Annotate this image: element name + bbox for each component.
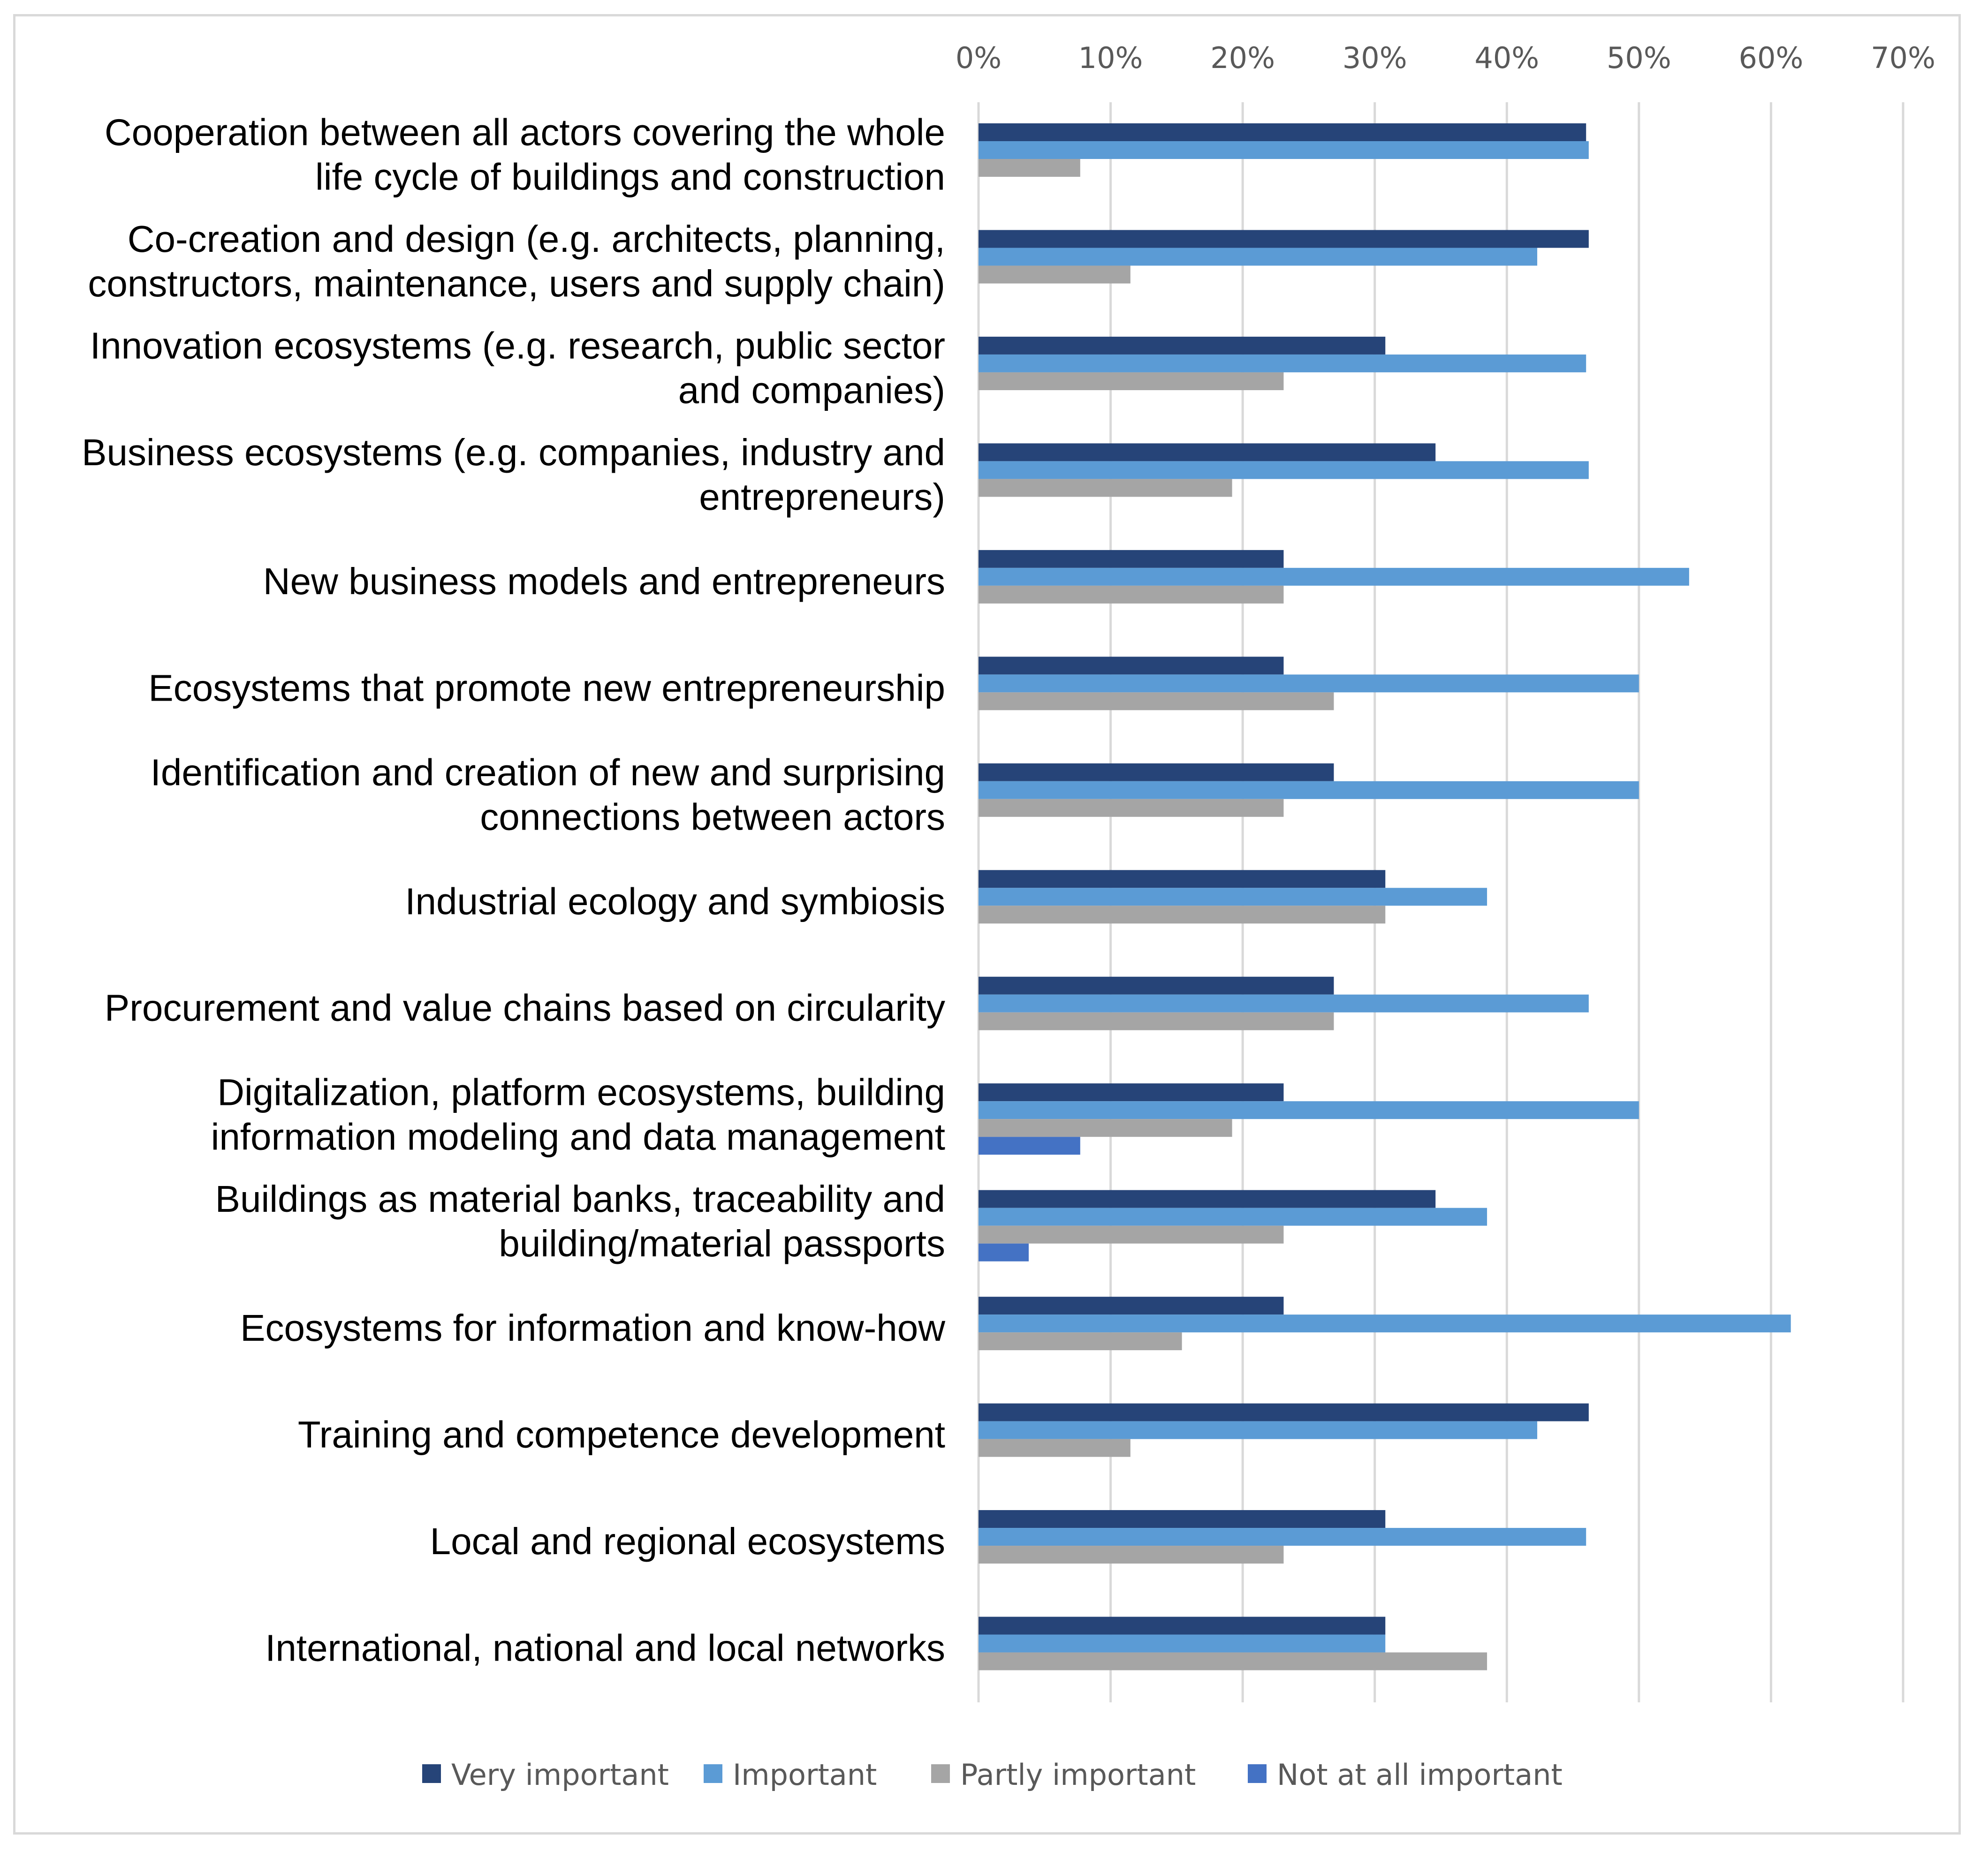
category-label: entrepreneurs) <box>699 476 945 518</box>
bar <box>979 123 1586 141</box>
x-tick-label: 10% <box>1078 41 1143 75</box>
legend-swatch[interactable] <box>704 1764 722 1783</box>
bar <box>979 265 1131 284</box>
x-tick-label: 70% <box>1871 41 1935 75</box>
category-label: Buildings as material banks, traceabilit… <box>215 1178 945 1220</box>
category-label: Identification and creation of new and s… <box>151 751 945 793</box>
category-label: building/material passports <box>499 1223 945 1264</box>
x-tick-label: 50% <box>1607 41 1671 75</box>
bar <box>979 1332 1182 1351</box>
bar <box>979 906 1386 924</box>
bar <box>979 1190 1436 1208</box>
bar <box>979 1510 1386 1528</box>
category-label: Innovation ecosystems (e.g. research, pu… <box>90 325 945 366</box>
bar <box>979 1012 1334 1030</box>
category-label: Digitalization, platform ecosystems, bui… <box>217 1072 945 1113</box>
bar <box>979 159 1080 177</box>
bar <box>979 1208 1487 1226</box>
bar <box>979 550 1284 568</box>
category-label: New business models and entrepreneurs <box>263 560 945 602</box>
category-label: information modeling and data management <box>211 1116 945 1158</box>
bar <box>979 1137 1080 1155</box>
category-label: connections between actors <box>480 796 945 838</box>
bar <box>979 674 1639 693</box>
bar <box>979 1083 1284 1102</box>
bar <box>979 336 1386 355</box>
legend[interactable]: Very important Important Partly important N… <box>422 1758 1563 1792</box>
category-label: Co-creation and design (e.g. architects,… <box>128 218 945 260</box>
bar <box>979 372 1284 390</box>
bar <box>979 585 1284 604</box>
bar <box>979 1297 1284 1315</box>
legend-swatch[interactable] <box>422 1764 441 1783</box>
bar <box>979 1101 1639 1119</box>
x-tick-label: 40% <box>1474 41 1539 75</box>
bar <box>979 230 1589 248</box>
bar <box>979 657 1284 675</box>
bar <box>979 799 1284 817</box>
legend-label[interactable]: Very important <box>451 1758 669 1792</box>
bar <box>979 354 1586 372</box>
category-label: Business ecosystems (e.g. companies, ind… <box>82 431 945 473</box>
bar <box>979 1617 1386 1635</box>
x-tick-label: 30% <box>1343 41 1407 75</box>
bar <box>979 1403 1589 1421</box>
legend-label[interactable]: Important <box>733 1758 877 1792</box>
category-label: Training and competence development <box>298 1414 945 1456</box>
bar <box>979 1652 1487 1670</box>
x-tick-label: 60% <box>1739 41 1804 75</box>
x-tick-label: 20% <box>1210 41 1275 75</box>
bar <box>979 870 1386 888</box>
x-axis-ticks: 0% 10% 20% 30% 40% 50% 60% 70% <box>956 41 1935 75</box>
bar <box>979 781 1639 799</box>
category-labels: Cooperation between all actors covering … <box>82 112 945 1669</box>
bar <box>979 1243 1029 1262</box>
bar <box>979 1421 1538 1439</box>
bar <box>979 1119 1232 1137</box>
bar <box>979 1225 1284 1244</box>
category-label: Ecosystems that promote new entrepreneur… <box>148 667 945 709</box>
category-label: Procurement and value chains based on ci… <box>105 987 945 1029</box>
bar <box>979 1315 1791 1333</box>
category-label: Cooperation between all actors covering … <box>105 112 945 153</box>
bar <box>979 1634 1386 1653</box>
bar <box>979 1528 1586 1546</box>
bar <box>979 443 1436 461</box>
legend-label[interactable]: Partly important <box>960 1758 1196 1792</box>
bar <box>979 763 1334 781</box>
category-label: constructors, maintenance, users and sup… <box>88 263 945 304</box>
bar <box>979 141 1589 159</box>
bars <box>979 123 1791 1670</box>
legend-swatch[interactable] <box>931 1764 950 1783</box>
bar <box>979 248 1538 266</box>
category-label: Ecosystems for information and know-how <box>240 1307 945 1349</box>
bar <box>979 994 1589 1012</box>
legend-swatch[interactable] <box>1248 1764 1267 1783</box>
bar <box>979 692 1334 710</box>
bar <box>979 976 1334 995</box>
legend-label[interactable]: Not at all important <box>1277 1758 1563 1792</box>
bar <box>979 1546 1284 1564</box>
category-label: Local and regional ecosystems <box>430 1520 945 1562</box>
bar <box>979 1439 1131 1457</box>
category-label: life cycle of buildings and construction <box>315 156 945 198</box>
bar <box>979 461 1589 479</box>
category-label: Industrial ecology and symbiosis <box>405 880 945 922</box>
category-label: and companies) <box>678 369 945 411</box>
category-label: International, national and local networ… <box>265 1627 945 1669</box>
bar <box>979 479 1232 497</box>
bar <box>979 888 1487 906</box>
x-tick-label: 0% <box>956 41 1002 75</box>
bar <box>979 567 1689 586</box>
